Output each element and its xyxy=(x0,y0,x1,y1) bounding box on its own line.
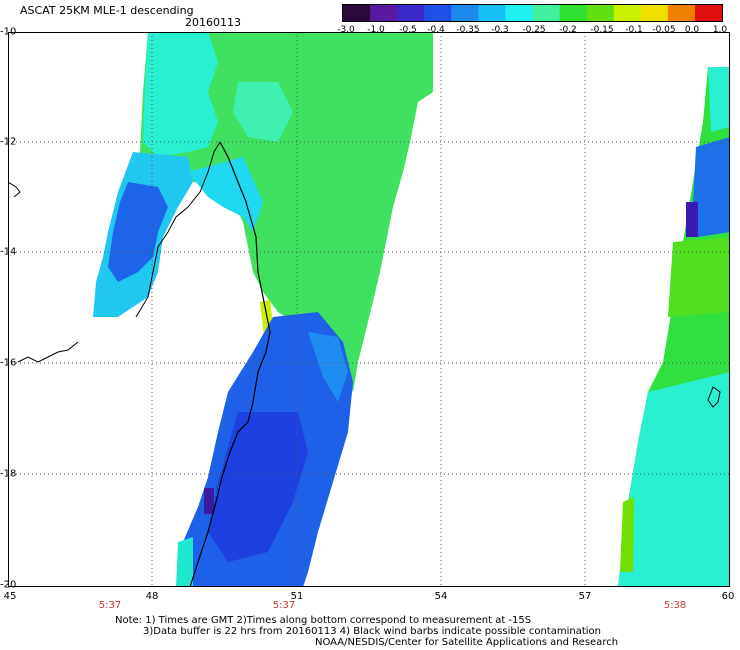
y-tick-label: -16 xyxy=(0,357,17,369)
swath-left-cyan-lower xyxy=(308,332,348,402)
colorbar-label: -0.1 xyxy=(625,25,643,35)
swath-left-green-edge xyxy=(176,537,193,587)
colorbar-label: -3.0 xyxy=(337,25,355,35)
colorbar-segment xyxy=(613,5,642,21)
swath-left-blue-dark xyxy=(208,412,308,562)
colorbar-segment xyxy=(424,5,452,21)
colorbar-label: -0.3 xyxy=(491,25,509,35)
colorbar-segment xyxy=(667,5,696,21)
colorbar-label: 0.0 xyxy=(684,25,700,35)
swath-left-purple-patch xyxy=(204,488,214,514)
coastline-madagascar xyxy=(189,141,271,587)
swath-right-purple xyxy=(686,202,698,237)
pass-time: 5:37 xyxy=(98,600,122,611)
x-tick-label: 51 xyxy=(290,591,304,602)
footnote: Note: 1) Times are GMT 2)Times along bot… xyxy=(115,615,618,648)
colorbar-segment xyxy=(586,5,615,21)
map-plot xyxy=(8,32,730,587)
x-tick-label: 60 xyxy=(721,591,735,602)
coastline-madagascar-west xyxy=(135,141,221,318)
x-tick-label: 54 xyxy=(434,591,448,602)
colorbar-segment xyxy=(370,5,398,21)
colorbar-label: -0.5 xyxy=(399,25,417,35)
colorbar-gradient xyxy=(343,5,723,21)
swath-right-yellow-edge xyxy=(620,497,634,572)
colorbar-segment xyxy=(505,5,533,21)
y-tick-label: -12 xyxy=(0,136,17,148)
colorbar-label: -0.25 xyxy=(522,25,546,35)
coastline-right-island xyxy=(707,386,721,408)
swath-right-cyan-top xyxy=(708,67,730,132)
colorbar-label: 1.0 xyxy=(712,25,728,35)
colorbar-label: -0.05 xyxy=(652,25,676,35)
colorbar-label: -0.35 xyxy=(456,25,480,35)
colorbar-segment xyxy=(532,5,561,21)
swath-right-blue xyxy=(693,137,730,237)
x-tick-label: 45 xyxy=(3,591,17,602)
colorbar-label: -0.2 xyxy=(559,25,577,35)
note-line: 3)Data buffer is 22 hrs from 20160113 4)… xyxy=(143,626,601,637)
note-line: Note: 1) Times are GMT 2)Times along bot… xyxy=(115,615,532,626)
colorbar-segment xyxy=(451,5,479,21)
y-tick-label: -18 xyxy=(0,468,17,480)
colorbar-segment xyxy=(559,5,588,21)
x-tick-label: 57 xyxy=(578,591,592,602)
coastline-left-islands xyxy=(8,181,79,363)
swath-left-cyan-patch xyxy=(233,82,293,142)
graticule xyxy=(8,32,730,587)
colorbar xyxy=(342,4,723,22)
x-tick-label: 48 xyxy=(145,591,159,602)
map-date: 20160113 xyxy=(185,16,241,29)
y-tick-label: -10 xyxy=(0,26,17,38)
map-title: ASCAT 25KM MLE-1 descending xyxy=(20,4,194,17)
note-line: NOAA/NESDIS/Center for Satellite Applica… xyxy=(315,637,619,648)
swath-right-green-upper xyxy=(668,237,730,317)
colorbar-labels: -3.0 -1.0 -0.5 -0.4 -0.35 -0.3 -0.25 -0.… xyxy=(330,25,730,37)
swath-left-cyan-patch xyxy=(143,32,218,157)
y-tick-label: -14 xyxy=(0,246,17,258)
pass-time: 5:37 xyxy=(272,600,296,611)
colorbar-segment xyxy=(694,5,723,21)
colorbar-label: -0.15 xyxy=(590,25,614,35)
colorbar-label: -1.0 xyxy=(367,25,385,35)
colorbar-segment xyxy=(343,5,371,21)
y-tick-label: -20 xyxy=(0,579,17,591)
colorbar-segment xyxy=(397,5,425,21)
plot-frame xyxy=(8,32,730,587)
swath-left-lobe-blue xyxy=(108,182,168,282)
pass-time: 5:38 xyxy=(663,600,687,611)
colorbar-segment xyxy=(640,5,669,21)
colorbar-label: -0.4 xyxy=(427,25,445,35)
swath-right-cyan xyxy=(618,372,730,587)
colorbar-segment xyxy=(478,5,506,21)
